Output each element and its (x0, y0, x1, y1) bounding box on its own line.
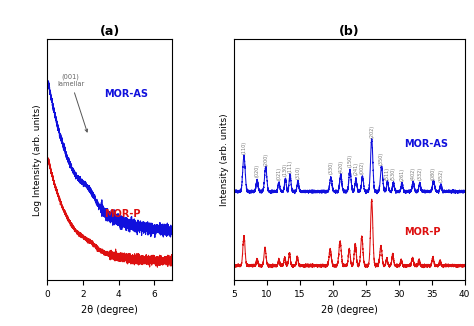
Text: (511): (511) (385, 167, 390, 180)
Y-axis label: Intensity (arb. units): Intensity (arb. units) (219, 113, 228, 206)
Text: (130): (130) (283, 162, 288, 176)
Y-axis label: Log Intensity (arb. units): Log Intensity (arb. units) (33, 104, 42, 215)
Text: (402): (402) (410, 167, 416, 180)
Text: (202): (202) (369, 125, 374, 138)
Text: MOR-P: MOR-P (104, 209, 141, 219)
Text: (330): (330) (328, 161, 333, 174)
Text: (310): (310) (295, 166, 301, 179)
Text: (352): (352) (438, 169, 443, 182)
Text: (110): (110) (241, 141, 246, 154)
Title: (b): (b) (339, 25, 360, 38)
X-axis label: 2θ (degree): 2θ (degree) (321, 304, 378, 315)
Text: (002): (002) (360, 161, 365, 174)
Text: (020): (020) (255, 164, 260, 177)
Text: MOR-AS: MOR-AS (104, 89, 148, 99)
Text: (200): (200) (263, 153, 268, 166)
Text: MOR-AS: MOR-AS (404, 139, 448, 149)
Text: (261): (261) (400, 168, 404, 181)
Text: MOR-P: MOR-P (404, 227, 440, 237)
Text: (241): (241) (354, 162, 358, 175)
Text: (420): (420) (338, 160, 343, 173)
Title: (a): (a) (100, 25, 120, 38)
Text: (150): (150) (347, 154, 353, 167)
Text: (111): (111) (288, 160, 292, 173)
Text: (530): (530) (391, 167, 396, 180)
Text: (021): (021) (276, 167, 282, 180)
Text: (350): (350) (379, 152, 384, 165)
Text: (080): (080) (431, 167, 436, 180)
Text: (332): (332) (417, 167, 422, 180)
X-axis label: 2θ (degree): 2θ (degree) (81, 304, 138, 315)
Text: (001)
lamellar: (001) lamellar (57, 74, 88, 132)
